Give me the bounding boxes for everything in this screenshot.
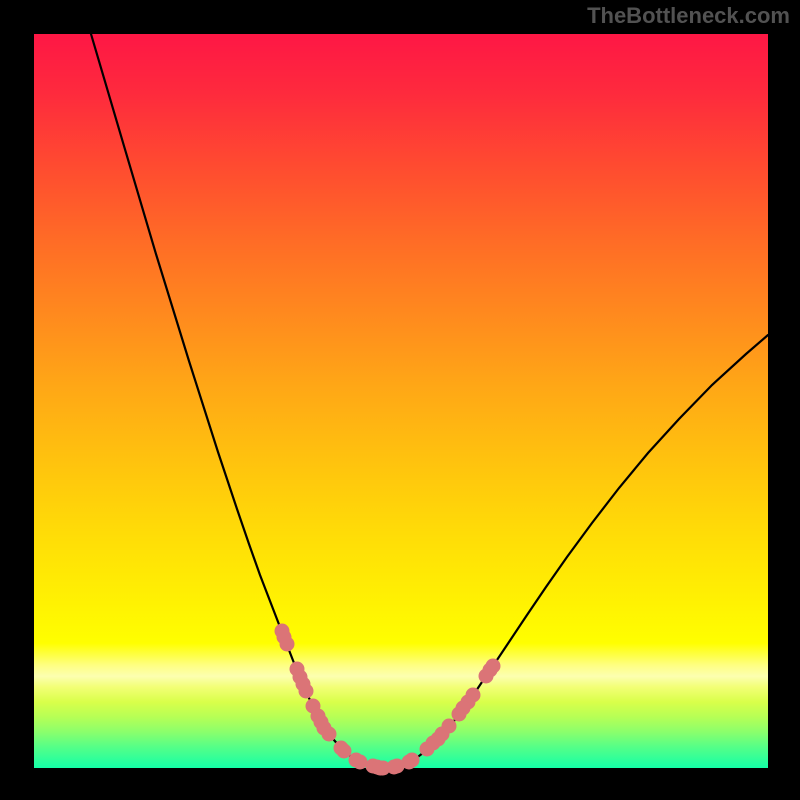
curve-marker xyxy=(280,637,295,652)
curve-marker xyxy=(337,744,352,759)
curve-marker xyxy=(479,669,494,684)
curve-marker xyxy=(420,742,435,757)
curve-marker xyxy=(452,707,467,722)
curve-marker xyxy=(322,727,337,742)
chart-svg xyxy=(0,0,800,800)
curve-marker xyxy=(353,755,368,770)
curve-marker xyxy=(299,684,314,699)
chart-container: TheBottleneck.com xyxy=(0,0,800,800)
watermark-text: TheBottleneck.com xyxy=(587,3,790,29)
curve-marker xyxy=(373,761,388,776)
bottleneck-curve xyxy=(91,34,768,768)
